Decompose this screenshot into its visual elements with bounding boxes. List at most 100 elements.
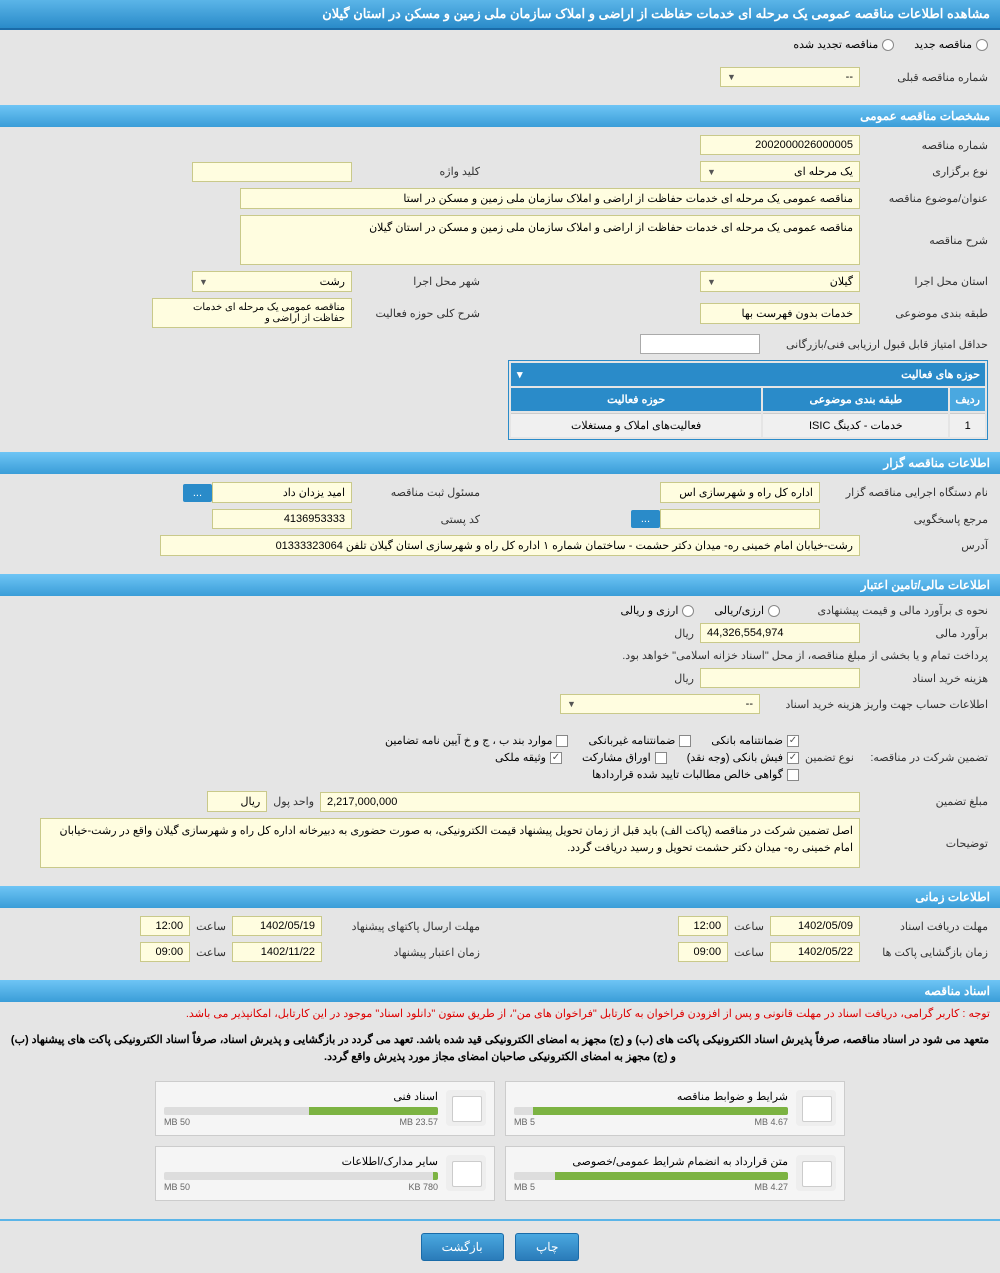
doc-item[interactable]: متن قرارداد به انضمام شرایط عمومی/خصوصی …: [505, 1146, 845, 1201]
address-field: رشت-خیابان امام خمینی ره- میدان دکتر حشم…: [160, 535, 860, 556]
opening-time-label: زمان بازگشایی پاکت ها: [868, 946, 988, 959]
registrar-label: مسئول ثبت مناقصه: [360, 486, 480, 499]
radio-renewed[interactable]: مناقصه تجدید شده: [793, 38, 894, 51]
postal-code-label: کد پستی: [360, 513, 480, 526]
radio-icon: [976, 39, 988, 51]
keyword-label: کلید واژه: [360, 165, 480, 178]
chevron-down-icon: ▼: [727, 72, 736, 82]
doc-item[interactable]: اسناد فنی 23.57 MB50 MB: [155, 1081, 495, 1136]
chk-bonds[interactable]: اوراق مشارکت: [582, 751, 667, 764]
holding-type-value: یک مرحله ای: [794, 165, 853, 178]
keyword-field[interactable]: [192, 162, 352, 182]
prev-number-select[interactable]: -- ▼: [720, 67, 860, 87]
time-label: ساعت: [196, 946, 226, 959]
th-row: ردیف: [950, 388, 985, 411]
doc-item[interactable]: سایر مدارک/اطلاعات 780 KB50 MB: [155, 1146, 495, 1201]
opening-time: 09:00: [678, 942, 728, 962]
city-label: شهر محل اجرا: [360, 275, 480, 288]
city-select[interactable]: رشت ▼: [192, 271, 352, 292]
chk-receipt[interactable]: فیش بانکی (وجه نقد): [687, 751, 799, 764]
checkbox-icon: [787, 752, 799, 764]
back-button[interactable]: بازگشت: [421, 1233, 504, 1261]
prev-number-value: --: [846, 71, 853, 83]
tender-number-field: 2002000026000005: [700, 135, 860, 155]
explanation-label: توضیحات: [868, 837, 988, 850]
guarantee-unit-label: واحد پول: [273, 795, 314, 808]
docs-grid: شرایط و ضوابط مناقصه 4.67 MB5 MB اسناد ف…: [0, 1071, 1000, 1211]
section-timing: اطلاعات زمانی: [0, 886, 1000, 908]
response-more-button[interactable]: ...: [631, 510, 660, 528]
chk-nonbank[interactable]: ضمانتنامه غیربانکی: [588, 734, 691, 747]
doc-cost-label: هزینه خرید اسناد: [868, 672, 988, 685]
doc-total: 5 MB: [514, 1182, 535, 1192]
city-value: رشت: [320, 275, 345, 288]
deposit-account-value: --: [746, 698, 753, 710]
postal-code-field: 4136953333: [212, 509, 352, 529]
deposit-account-select[interactable]: -- ▼: [560, 694, 760, 714]
print-button[interactable]: چاپ: [515, 1233, 579, 1261]
activity-table: حوزه های فعالیت▾ ردیف طبقه بندی موضوعی ح…: [508, 360, 988, 440]
doc-cost-field[interactable]: [700, 668, 860, 688]
progress-fill: [309, 1107, 438, 1115]
progress-bar: [514, 1172, 788, 1180]
folder-icon: [796, 1090, 836, 1126]
estimate-method-label: نحوه ی برآورد مالی و قیمت پیشنهادی: [788, 604, 988, 617]
chk-cert[interactable]: گواهی خالص مطالبات تایید شده قراردادها: [592, 768, 799, 781]
radio-icon: [768, 605, 780, 617]
payment-note: پرداخت تمام و یا بخشی از مبلغ مناقصه، از…: [622, 649, 988, 662]
guarantee-unit-field: ریال: [207, 791, 267, 812]
radio-icon: [882, 39, 894, 51]
folder-icon: [796, 1155, 836, 1191]
radio-currency[interactable]: ارزی و ریالی: [620, 604, 694, 617]
guarantee-amount-label: مبلغ تضمین: [868, 795, 988, 808]
activity-scope-label: شرح کلی حوزه فعالیت: [360, 307, 480, 320]
title-subject-label: عنوان/موضوع مناقصه: [868, 192, 988, 205]
time-label: ساعت: [734, 946, 764, 959]
time-label: ساعت: [196, 920, 226, 933]
progress-bar: [164, 1107, 438, 1115]
radio-rial[interactable]: ارزی/ریالی: [714, 604, 780, 617]
guarantee-amount-field: 2,217,000,000: [320, 792, 860, 812]
cell-class: خدمات - کدینگ ISIC: [763, 413, 948, 437]
prev-number-label: شماره مناقصه قبلی: [868, 71, 988, 84]
cell-field: فعالیت‌های املاک و مستغلات: [511, 413, 761, 437]
radio-new[interactable]: مناقصه جدید: [914, 38, 988, 51]
doc-name: سایر مدارک/اطلاعات: [164, 1155, 438, 1168]
guarantee-label: تضمین شرکت در مناقصه:: [868, 751, 988, 764]
province-select[interactable]: گیلان▼: [700, 271, 860, 292]
radio-currency-label: ارزی و ریالی: [620, 604, 678, 617]
min-score-field[interactable]: [640, 334, 760, 354]
chevron-down-icon: ▼: [567, 699, 576, 709]
doc-deadline-date: 1402/05/09: [770, 916, 860, 936]
estimate-field: 44,326,554,974: [700, 623, 860, 643]
title-subject-field[interactable]: مناقصه عمومی یک مرحله ای خدمات حفاظت از …: [240, 188, 860, 209]
org-name-field: اداره کل راه و شهرسازی اس: [660, 482, 820, 503]
section-general: مشخصات مناقصه عمومی: [0, 105, 1000, 127]
doc-used: 23.57 MB: [399, 1117, 438, 1127]
docs-notice-black: متعهد می شود در اسناد مناقصه، صرفاً پذیر…: [0, 1028, 1000, 1071]
doc-used: 780 KB: [408, 1182, 438, 1192]
radio-rial-label: ارزی/ریالی: [714, 604, 764, 617]
registrar-more-button[interactable]: ...: [183, 484, 212, 502]
doc-item[interactable]: شرایط و ضوابط مناقصه 4.67 MB5 MB: [505, 1081, 845, 1136]
chk-bank[interactable]: ضمانتنامه بانکی: [711, 734, 799, 747]
chk-property[interactable]: وثیقه ملکی: [495, 751, 562, 764]
explanation-field[interactable]: اصل تضمین شرکت در مناقصه (پاکت الف) باید…: [40, 818, 860, 868]
chk-clause[interactable]: موارد بند ب ، ج و خ آیین نامه تضامین: [385, 734, 568, 747]
progress-fill: [433, 1172, 438, 1180]
holding-type-label: نوع برگزاری: [868, 165, 988, 178]
chevron-down-icon[interactable]: ▾: [517, 368, 523, 381]
page-title: مشاهده اطلاعات مناقصه عمومی یک مرحله ای …: [322, 6, 990, 21]
holding-type-select[interactable]: یک مرحله ای▼: [700, 161, 860, 182]
description-field[interactable]: مناقصه عمومی یک مرحله ای خدمات حفاظت از …: [240, 215, 860, 265]
cell-n: 1: [950, 413, 985, 437]
province-label: استان محل اجرا: [868, 275, 988, 288]
table-row: 1 خدمات - کدینگ ISIC فعالیت‌های املاک و …: [511, 413, 985, 437]
chevron-down-icon: ▼: [199, 277, 208, 287]
deposit-account-label: اطلاعات حساب جهت واریز هزینه خرید اسناد: [768, 698, 988, 711]
estimate-unit: ریال: [674, 627, 694, 640]
radio-renewed-label: مناقصه تجدید شده: [793, 38, 878, 51]
doc-name: اسناد فنی: [164, 1090, 438, 1103]
progress-bar: [514, 1107, 788, 1115]
page-title-bar: مشاهده اطلاعات مناقصه عمومی یک مرحله ای …: [0, 0, 1000, 30]
